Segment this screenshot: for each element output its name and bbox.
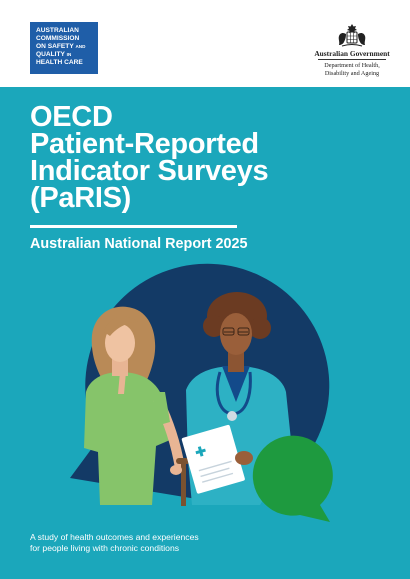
green-speech-bubble [252,435,333,522]
doctor-face [220,313,252,355]
title-line: (PaRIS) [30,182,132,214]
department-line: Disability and Ageing [324,69,380,77]
clipboard [181,424,245,494]
commission-logo: AUSTRALIAN COMMISSION ON SAFETY AND QUAL… [30,22,98,74]
report-tagline: A study of health outcomes and experienc… [30,532,310,553]
report-title: OECD Patient-Reported Indicator Surveys … [30,101,310,214]
coat-of-arms-icon [338,24,366,47]
government-name: Australian Government [314,49,390,58]
tagline-line: A study of health outcomes and experienc… [30,532,199,542]
logo-word: IN [66,52,72,57]
logo-line: AUSTRALIAN [36,27,79,34]
logo-word: QUALITY [36,51,65,58]
department-line: Department of Health, [324,62,380,69]
department-name: Department of Health, Disability and Age… [312,62,392,77]
tagline-line: for people living with chronic condition… [30,542,180,553]
title-line: Patient-Reported [30,128,259,160]
title-divider [30,225,237,228]
logo-line: QUALITY IN [36,51,71,58]
logo-line: ON SAFETY AND [36,43,85,50]
logo-word: ON SAFETY [36,43,74,50]
patient-shirt [84,372,170,505]
report-subtitle: Australian National Report 2025 [30,236,248,252]
logo-word: AND [75,44,86,49]
patient-face [105,324,135,362]
walking-cane [181,462,186,506]
government-divider [318,59,386,60]
logo-line: COMMISSION [36,35,80,42]
title-line: OECD [30,101,113,133]
government-logo: Australian Government Department of Heal… [312,22,392,82]
header-bar: AUSTRALIAN COMMISSION ON SAFETY AND QUAL… [0,0,410,87]
title-line: Indicator Surveys [30,155,269,187]
logo-line: HEALTH CARE [36,59,83,66]
cover-illustration [70,263,333,522]
